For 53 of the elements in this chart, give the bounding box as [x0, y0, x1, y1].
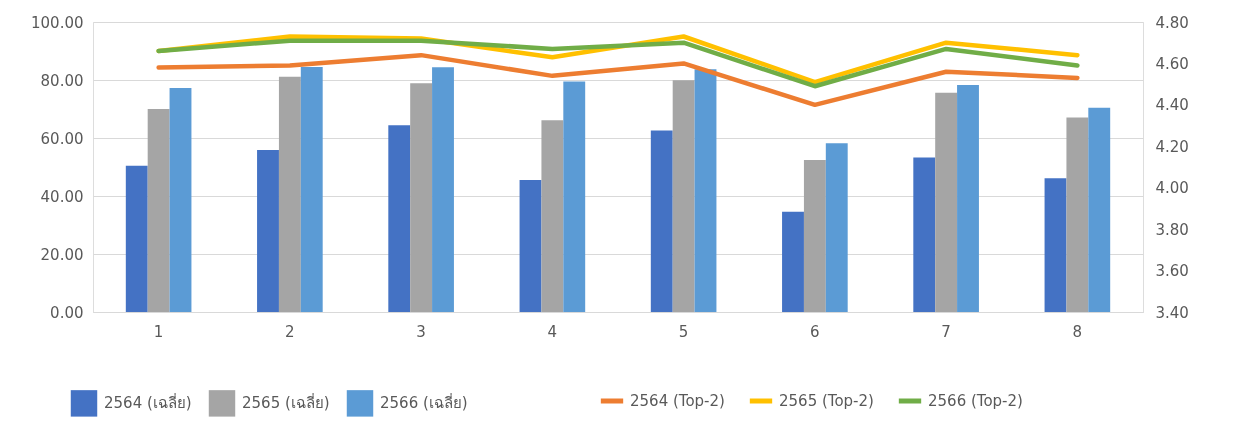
y2-tick-label: 4.40	[1155, 96, 1189, 115]
y2-tick-label: 4.00	[1155, 179, 1189, 198]
x-tick-label: 6	[810, 322, 820, 341]
y-tick-label: 0.00	[50, 303, 84, 322]
bar	[1066, 117, 1089, 312]
y-tick-label: 20.00	[40, 245, 84, 264]
y-tick-label: 80.00	[40, 71, 84, 90]
line-series	[156, 52, 1080, 108]
bar	[957, 84, 979, 312]
bar	[803, 160, 826, 312]
bar	[410, 83, 433, 312]
bar	[650, 130, 673, 312]
bar	[519, 180, 542, 312]
bar	[1088, 107, 1111, 312]
bar	[278, 76, 301, 312]
bar	[541, 120, 564, 312]
bar	[782, 211, 804, 312]
x-tick-label: 4	[547, 322, 558, 341]
y2-tick-label: 3.60	[1155, 262, 1189, 281]
bar	[1044, 178, 1067, 312]
bar	[169, 88, 192, 312]
bar	[125, 165, 148, 312]
legend-label: 2565 (Top-2)	[779, 392, 874, 410]
y2-tick-label: 4.80	[1155, 13, 1189, 32]
bar	[563, 81, 586, 312]
bar	[147, 109, 170, 312]
x-tick-label: 2	[285, 322, 295, 341]
bar	[432, 67, 454, 312]
bar	[825, 143, 848, 312]
y-tick-label: 60.00	[40, 129, 84, 148]
x-tick-label: 5	[678, 322, 689, 341]
x-tick-label: 7	[941, 322, 951, 341]
legend-label: 2566 (เฉลี่ย)	[380, 392, 468, 413]
legend-label: 2564 (Top-2)	[630, 392, 725, 410]
bar	[300, 66, 323, 312]
y2-tick-label: 3.80	[1155, 220, 1189, 239]
legend-label: 2565 (เฉลี่ย)	[242, 392, 330, 413]
bar	[935, 92, 958, 312]
legend-label: 2566 (Top-2)	[928, 392, 1023, 410]
y2-tick-label: 4.20	[1155, 137, 1189, 156]
bar	[388, 125, 411, 312]
x-tick-label: 3	[416, 322, 426, 341]
bar	[694, 69, 717, 312]
bar	[257, 149, 279, 312]
x-tick-label: 8	[1072, 322, 1083, 341]
y2-tick-label: 3.40	[1155, 303, 1189, 322]
bar	[913, 157, 936, 312]
y2-tick-label: 4.60	[1155, 54, 1189, 73]
x-tick-label: 1	[153, 322, 164, 341]
bar	[672, 80, 695, 312]
legend-label: 2564 (เฉลี่ย)	[104, 392, 192, 413]
y-tick-label: 100.00	[31, 13, 84, 32]
y-tick-label: 40.00	[40, 187, 84, 206]
